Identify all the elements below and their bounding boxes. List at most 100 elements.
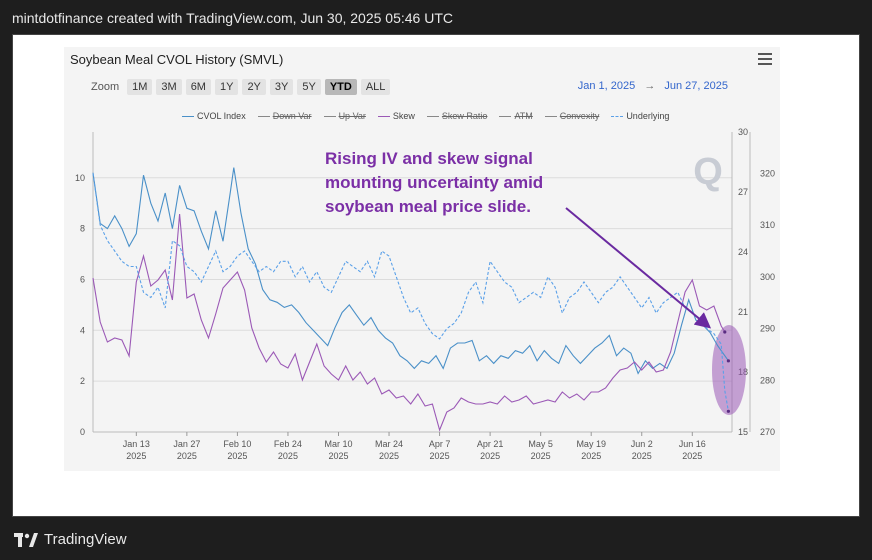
series-line-cvol-index [92, 167, 729, 375]
x-axis-tick-label: May 19 [576, 439, 606, 449]
skew-axis-tick-label: 24 [738, 247, 748, 257]
x-axis-tick-year: 2025 [177, 451, 197, 461]
plot-area [93, 132, 732, 432]
hamburger-menu-icon[interactable] [758, 53, 772, 65]
legend-swatch [544, 115, 557, 117]
zoom-button-1m[interactable]: 1M [127, 79, 153, 95]
series-line-skew [92, 213, 726, 432]
x-axis-tick-label: Jun 16 [679, 439, 706, 449]
zoom-button-3m[interactable]: 3M [156, 79, 182, 95]
x-axis-tick-year: 2025 [227, 451, 247, 461]
legend-label: Skew [392, 111, 415, 121]
legend-label: Up Var [338, 111, 366, 121]
left-axis-tick-label: 2 [80, 376, 85, 386]
x-axis-tick-label: Feb 24 [274, 439, 302, 449]
x-axis-tick-label: Mar 10 [324, 439, 352, 449]
series-end-marker [726, 409, 730, 413]
left-axis-tick-label: 8 [80, 224, 85, 234]
annotation-text-line: mounting uncertainty amid [325, 173, 543, 192]
x-axis-tick-year: 2025 [480, 451, 500, 461]
legend-item-atm[interactable]: ATM [499, 111, 533, 121]
chart-header-caption: mintdotfinance created with TradingView.… [12, 10, 453, 26]
legend-item-skew[interactable]: Skew [377, 111, 415, 121]
footer-brand-label: TradingView [44, 531, 127, 548]
legend-item-convexity[interactable]: Convexity [544, 111, 600, 121]
x-axis-tick-year: 2025 [682, 451, 702, 461]
x-axis-tick-label: Apr 7 [429, 439, 451, 449]
zoom-toolbar: Zoom 1M 3M 6M 1Y 2Y 3Y 5Y YTD ALL [91, 79, 391, 95]
zoom-button-6m[interactable]: 6M [185, 79, 211, 95]
zoom-button-all[interactable]: ALL [360, 79, 391, 95]
x-axis-tick-year: 2025 [632, 451, 652, 461]
legend-item-skew-ratio[interactable]: Skew Ratio [426, 111, 488, 121]
x-axis-tick-label: Jan 27 [173, 439, 200, 449]
legend-label: Convexity [559, 111, 600, 121]
legend-label: ATM [514, 111, 533, 121]
legend-item-up-var[interactable]: Up Var [323, 111, 366, 121]
x-axis-tick-label: May 5 [528, 439, 553, 449]
price-axis-tick-label: 290 [760, 324, 775, 334]
x-axis-tick-year: 2025 [581, 451, 601, 461]
legend-item-underlying[interactable]: Underlying [611, 111, 669, 121]
zoom-label: Zoom [91, 81, 120, 93]
x-axis-tick-label: Jun 2 [631, 439, 653, 449]
skew-axis-tick-label: 15 [738, 427, 748, 437]
price-axis-tick-label: 310 [760, 220, 775, 230]
series-line-underlying [92, 173, 729, 412]
left-axis-tick-label: 6 [80, 274, 85, 284]
legend-label: Down Var [272, 111, 312, 121]
legend-swatch [611, 115, 624, 117]
zoom-button-ytd[interactable]: YTD [324, 79, 357, 95]
legend-swatch [323, 115, 336, 117]
date-range-from[interactable]: Jan 1, 2025 [577, 80, 636, 92]
zoom-button-2y[interactable]: 2Y [242, 79, 266, 95]
legend-swatch [377, 115, 390, 117]
tradingview-logo-icon [14, 532, 38, 547]
x-axis-tick-year: 2025 [126, 451, 146, 461]
highlight-ellipse [712, 325, 746, 415]
x-axis-tick-label: Feb 10 [223, 439, 251, 449]
x-axis-tick-label: Apr 21 [477, 439, 504, 449]
x-axis-tick-year: 2025 [531, 451, 551, 461]
chart-legend: CVOL Index Down Var Up Var Skew Skew Ratio AT… [182, 111, 669, 121]
date-range: Jan 1, 2025 → Jun 27, 2025 [578, 80, 728, 92]
x-axis-tick-year: 2025 [278, 451, 298, 461]
annotation-text-line: Rising IV and skew signal [325, 149, 533, 168]
watermark-logo: Q [693, 151, 723, 193]
date-range-arrow: → [644, 80, 656, 92]
legend-swatch [257, 115, 270, 117]
left-axis-tick-label: 10 [75, 173, 85, 183]
price-axis-tick-label: 320 [760, 168, 775, 178]
skew-axis-tick-label: 30 [738, 127, 748, 137]
date-range-to[interactable]: Jun 27, 2025 [664, 80, 728, 92]
x-axis-tick-label: Jan 13 [123, 439, 150, 449]
legend-swatch [426, 115, 439, 117]
x-axis-tick-year: 2025 [430, 451, 450, 461]
chart-title: Soybean Meal CVOL History (SMVL) [70, 52, 284, 67]
x-axis-tick-year: 2025 [379, 451, 399, 461]
legend-item-down-var[interactable]: Down Var [257, 111, 312, 121]
series-end-marker [723, 330, 727, 334]
annotation-arrow [565, 207, 712, 329]
price-axis-tick-label: 270 [760, 427, 775, 437]
skew-axis-tick-label: 21 [738, 307, 748, 317]
skew-axis-tick-label: 27 [738, 187, 748, 197]
legend-item-cvol-index[interactable]: CVOL Index [182, 111, 246, 121]
legend-label: Underlying [626, 111, 670, 121]
price-axis-tick-label: 280 [760, 375, 775, 385]
legend-label: CVOL Index [197, 111, 246, 121]
left-axis-tick-label: 4 [80, 325, 85, 335]
left-axis-tick-label: 0 [80, 427, 85, 437]
annotation-text-line: soybean meal price slide. [325, 197, 531, 216]
series-end-marker [726, 359, 730, 363]
legend-label: Skew Ratio [441, 111, 488, 121]
legend-swatch [182, 115, 194, 117]
zoom-button-5y[interactable]: 5Y [297, 79, 321, 95]
x-axis-tick-label: Mar 24 [375, 439, 403, 449]
zoom-button-1y[interactable]: 1Y [214, 79, 239, 95]
price-axis-tick-label: 300 [760, 272, 775, 282]
x-axis-tick-year: 2025 [328, 451, 348, 461]
zoom-button-3y[interactable]: 3Y [269, 79, 294, 95]
legend-swatch [499, 115, 512, 117]
